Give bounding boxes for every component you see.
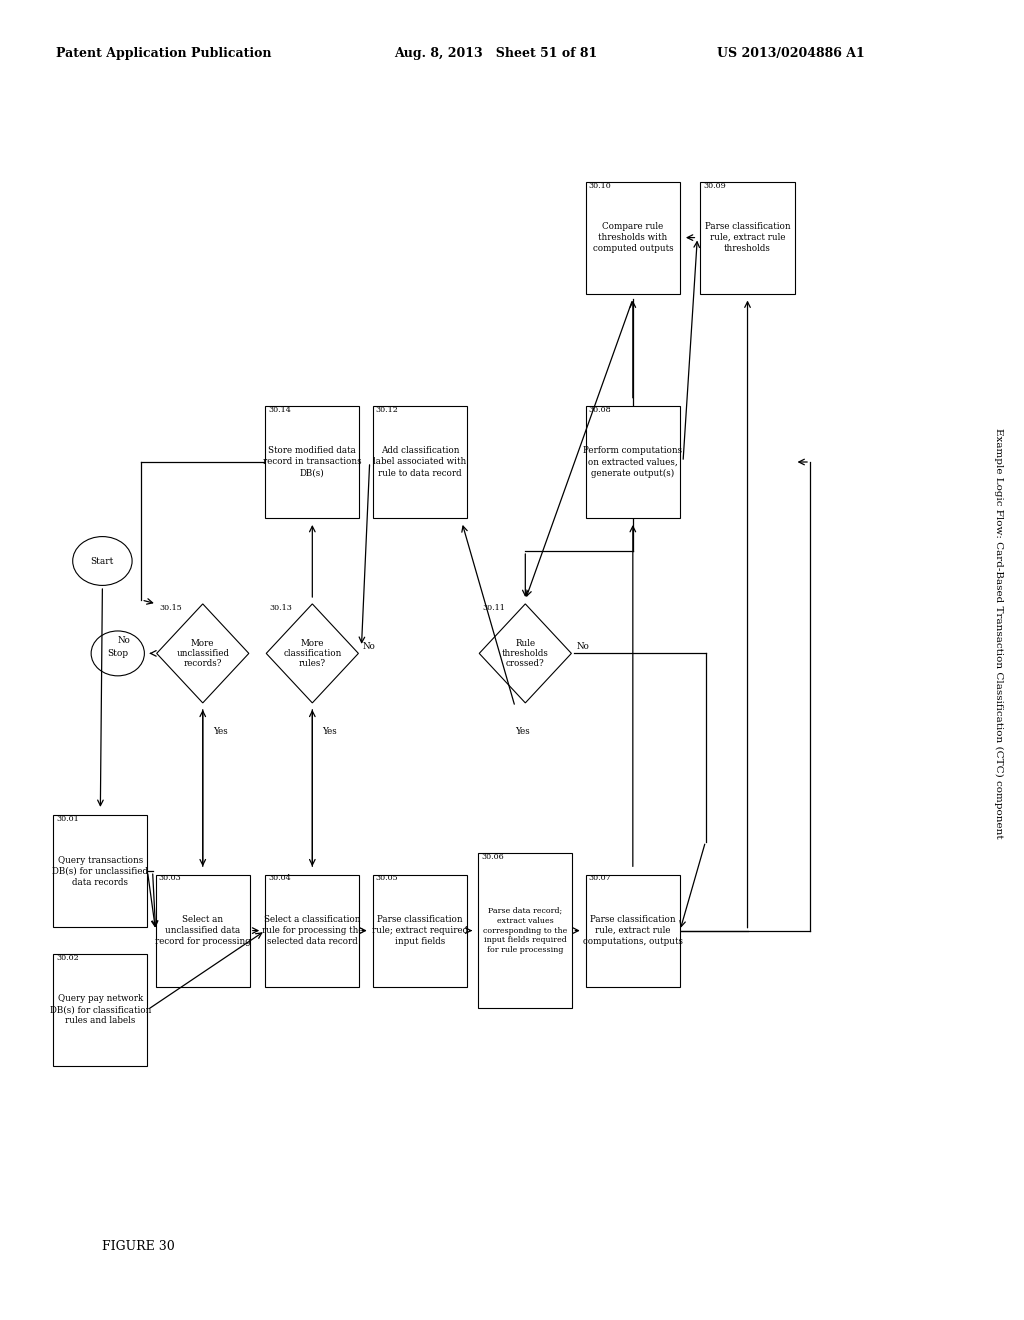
Text: Parse classification
rule; extract required
input fields: Parse classification rule; extract requi… bbox=[372, 915, 468, 946]
Polygon shape bbox=[479, 605, 571, 702]
Text: 30.03: 30.03 bbox=[159, 875, 181, 883]
FancyBboxPatch shape bbox=[53, 953, 147, 1067]
Ellipse shape bbox=[91, 631, 144, 676]
Polygon shape bbox=[157, 605, 249, 702]
FancyBboxPatch shape bbox=[53, 814, 147, 927]
FancyBboxPatch shape bbox=[373, 407, 467, 517]
Text: 30.14: 30.14 bbox=[268, 407, 291, 414]
Text: Aug. 8, 2013   Sheet 51 of 81: Aug. 8, 2013 Sheet 51 of 81 bbox=[394, 46, 597, 59]
Text: 30.13: 30.13 bbox=[269, 605, 292, 612]
Text: Yes: Yes bbox=[213, 727, 227, 737]
Text: 30.04: 30.04 bbox=[268, 875, 291, 883]
Text: Query transactions
DB(s) for unclassified
data records: Query transactions DB(s) for unclassifie… bbox=[52, 855, 148, 887]
Text: 30.06: 30.06 bbox=[481, 853, 504, 861]
Text: 30.12: 30.12 bbox=[376, 407, 398, 414]
Text: Parse classification
rule, extract rule
thresholds: Parse classification rule, extract rule … bbox=[705, 222, 791, 253]
Text: Yes: Yes bbox=[323, 727, 337, 737]
Text: No: No bbox=[577, 643, 590, 651]
Text: More
unclassified
records?: More unclassified records? bbox=[176, 639, 229, 668]
Text: 30.02: 30.02 bbox=[56, 953, 79, 962]
Text: Select an
unclassified data
record for processing: Select an unclassified data record for p… bbox=[155, 915, 251, 946]
Text: Yes: Yes bbox=[515, 727, 529, 737]
Text: Rule
thresholds
crossed?: Rule thresholds crossed? bbox=[502, 639, 549, 668]
Text: 30.15: 30.15 bbox=[160, 605, 182, 612]
FancyBboxPatch shape bbox=[373, 874, 467, 987]
Text: More
classification
rules?: More classification rules? bbox=[283, 639, 342, 668]
FancyBboxPatch shape bbox=[265, 407, 359, 517]
Text: 30.05: 30.05 bbox=[376, 875, 398, 883]
Ellipse shape bbox=[73, 537, 132, 586]
Text: Add classification
label associated with
rule to data record: Add classification label associated with… bbox=[373, 446, 467, 478]
Text: Parse classification
rule, extract rule
computations, outputs: Parse classification rule, extract rule … bbox=[583, 915, 683, 946]
FancyBboxPatch shape bbox=[265, 874, 359, 987]
FancyBboxPatch shape bbox=[586, 874, 680, 987]
Text: 30.07: 30.07 bbox=[589, 875, 611, 883]
Text: Compare rule
thresholds with
computed outputs: Compare rule thresholds with computed ou… bbox=[593, 222, 673, 253]
Text: 30.01: 30.01 bbox=[56, 814, 79, 824]
Text: Patent Application Publication: Patent Application Publication bbox=[56, 46, 271, 59]
FancyBboxPatch shape bbox=[586, 407, 680, 517]
Text: FIGURE 30: FIGURE 30 bbox=[102, 1239, 175, 1253]
Text: Store modified data
record in transactions
DB(s): Store modified data record in transactio… bbox=[263, 446, 361, 478]
Text: No: No bbox=[118, 636, 131, 644]
Text: Example Logic Flow: Card-Based Transaction Classification (CTC) component: Example Logic Flow: Card-Based Transacti… bbox=[994, 428, 1002, 840]
Text: 30.08: 30.08 bbox=[589, 407, 611, 414]
FancyBboxPatch shape bbox=[478, 853, 572, 1008]
FancyBboxPatch shape bbox=[586, 181, 680, 294]
Text: US 2013/0204886 A1: US 2013/0204886 A1 bbox=[717, 46, 864, 59]
Text: No: No bbox=[362, 643, 376, 651]
Text: 30.09: 30.09 bbox=[703, 181, 726, 190]
Text: Parse data record;
extract values
corresponding to the
input fields required
for: Parse data record; extract values corres… bbox=[483, 907, 567, 954]
Text: Query pay network
DB(s) for classification
rules and labels: Query pay network DB(s) for classificati… bbox=[50, 994, 151, 1026]
FancyBboxPatch shape bbox=[156, 874, 250, 987]
Text: Stop: Stop bbox=[108, 649, 128, 657]
Text: Select a classification
rule for processing the
selected data record: Select a classification rule for process… bbox=[261, 915, 364, 946]
FancyBboxPatch shape bbox=[700, 181, 795, 294]
Polygon shape bbox=[266, 605, 358, 702]
Text: 30.11: 30.11 bbox=[482, 605, 505, 612]
Text: Perform computations
on extracted values,
generate output(s): Perform computations on extracted values… bbox=[584, 446, 682, 478]
Text: Start: Start bbox=[91, 557, 114, 565]
Text: 30.10: 30.10 bbox=[589, 181, 611, 190]
